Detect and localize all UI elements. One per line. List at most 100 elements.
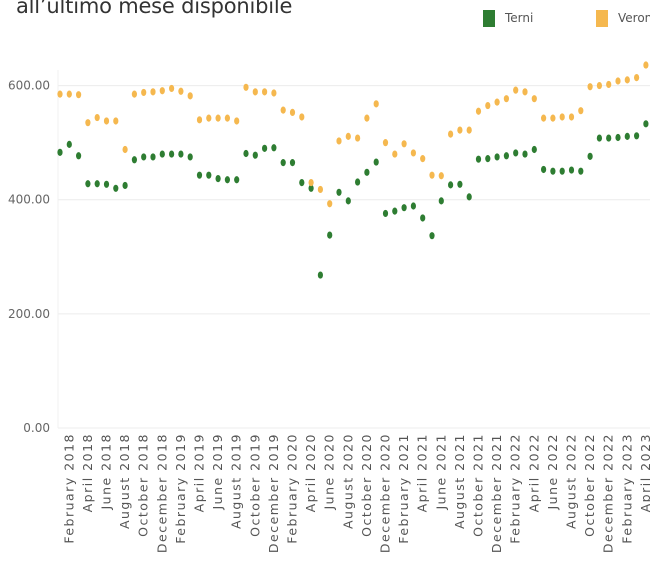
data-point-verona[interactable] bbox=[327, 200, 333, 208]
data-point-verona[interactable] bbox=[494, 98, 500, 106]
data-point-verona[interactable] bbox=[587, 83, 593, 91]
data-point-terni[interactable] bbox=[643, 120, 649, 128]
data-point-terni[interactable] bbox=[373, 158, 379, 166]
data-point-verona[interactable] bbox=[57, 90, 63, 98]
data-point-verona[interactable] bbox=[410, 149, 416, 157]
data-point-verona[interactable] bbox=[345, 132, 351, 140]
data-point-verona[interactable] bbox=[420, 155, 426, 163]
data-point-verona[interactable] bbox=[215, 114, 221, 122]
data-point-verona[interactable] bbox=[280, 106, 286, 114]
legend-item-verona[interactable]: Verona bbox=[596, 8, 650, 28]
data-point-terni[interactable] bbox=[336, 188, 342, 196]
data-point-verona[interactable] bbox=[252, 88, 258, 96]
data-point-verona[interactable] bbox=[131, 90, 137, 98]
data-point-terni[interactable] bbox=[568, 166, 575, 174]
data-point-terni[interactable] bbox=[531, 145, 537, 154]
data-point-verona[interactable] bbox=[643, 61, 649, 69]
data-point-verona[interactable] bbox=[531, 95, 537, 103]
data-point-terni[interactable] bbox=[94, 180, 100, 188]
legend-item-terni[interactable]: Terni bbox=[483, 8, 533, 28]
data-point-verona[interactable] bbox=[457, 126, 463, 134]
data-point-verona[interactable] bbox=[76, 91, 82, 99]
data-point-verona[interactable] bbox=[66, 90, 72, 98]
data-point-verona[interactable] bbox=[336, 137, 342, 145]
data-point-terni[interactable] bbox=[615, 133, 621, 142]
data-point-terni[interactable] bbox=[206, 171, 212, 179]
data-point-verona[interactable] bbox=[513, 86, 519, 94]
data-point-verona[interactable] bbox=[94, 113, 100, 122]
data-point-terni[interactable] bbox=[475, 155, 482, 163]
data-point-terni[interactable] bbox=[466, 193, 472, 201]
data-point-terni[interactable] bbox=[150, 153, 156, 161]
data-point-verona[interactable] bbox=[159, 87, 165, 95]
data-point-verona[interactable] bbox=[438, 172, 444, 180]
data-point-terni[interactable] bbox=[76, 152, 82, 160]
data-point-verona[interactable] bbox=[85, 119, 91, 127]
data-point-verona[interactable] bbox=[596, 81, 603, 90]
data-point-terni[interactable] bbox=[234, 176, 240, 184]
data-point-terni[interactable] bbox=[141, 153, 147, 161]
data-point-verona[interactable] bbox=[289, 108, 296, 117]
data-point-terni[interactable] bbox=[624, 132, 630, 140]
data-point-verona[interactable] bbox=[103, 117, 110, 125]
data-point-terni[interactable] bbox=[382, 209, 389, 218]
data-point-terni[interactable] bbox=[317, 271, 323, 279]
data-point-verona[interactable] bbox=[262, 88, 268, 96]
data-point-verona[interactable] bbox=[541, 114, 547, 122]
data-point-terni[interactable] bbox=[429, 232, 435, 240]
data-point-terni[interactable] bbox=[606, 134, 612, 142]
data-point-terni[interactable] bbox=[438, 197, 444, 205]
data-point-verona[interactable] bbox=[364, 114, 370, 122]
data-point-verona[interactable] bbox=[503, 95, 509, 103]
data-point-verona[interactable] bbox=[224, 114, 230, 122]
data-point-terni[interactable] bbox=[503, 152, 509, 160]
data-point-terni[interactable] bbox=[159, 150, 165, 158]
data-point-terni[interactable] bbox=[634, 132, 640, 140]
data-point-verona[interactable] bbox=[615, 77, 621, 85]
data-point-verona[interactable] bbox=[141, 88, 147, 97]
data-point-verona[interactable] bbox=[485, 101, 491, 110]
data-point-verona[interactable] bbox=[578, 107, 584, 115]
data-point-terni[interactable] bbox=[345, 197, 351, 205]
data-point-terni[interactable] bbox=[308, 184, 314, 192]
data-point-verona[interactable] bbox=[568, 113, 575, 121]
data-point-terni[interactable] bbox=[289, 159, 296, 167]
data-point-verona[interactable] bbox=[392, 150, 398, 158]
data-point-verona[interactable] bbox=[559, 113, 565, 121]
data-point-verona[interactable] bbox=[624, 76, 630, 84]
data-point-terni[interactable] bbox=[578, 167, 584, 175]
data-point-verona[interactable] bbox=[373, 100, 379, 108]
data-point-verona[interactable] bbox=[634, 73, 640, 82]
data-point-terni[interactable] bbox=[243, 149, 249, 158]
data-point-terni[interactable] bbox=[169, 150, 175, 158]
data-point-verona[interactable] bbox=[122, 145, 128, 154]
data-point-terni[interactable] bbox=[215, 175, 221, 183]
data-point-verona[interactable] bbox=[355, 134, 361, 142]
data-point-terni[interactable] bbox=[224, 176, 230, 184]
data-point-verona[interactable] bbox=[522, 88, 528, 96]
data-point-terni[interactable] bbox=[494, 153, 500, 161]
data-point-terni[interactable] bbox=[401, 204, 407, 212]
data-point-verona[interactable] bbox=[475, 107, 482, 115]
data-point-verona[interactable] bbox=[429, 171, 435, 179]
data-point-terni[interactable] bbox=[410, 202, 416, 210]
data-point-terni[interactable] bbox=[280, 159, 286, 167]
data-point-terni[interactable] bbox=[522, 150, 528, 158]
data-point-terni[interactable] bbox=[587, 152, 593, 160]
data-point-terni[interactable] bbox=[541, 165, 547, 174]
data-point-verona[interactable] bbox=[382, 139, 389, 147]
data-point-verona[interactable] bbox=[308, 178, 314, 187]
data-point-verona[interactable] bbox=[243, 83, 249, 91]
data-point-terni[interactable] bbox=[196, 171, 203, 179]
data-point-terni[interactable] bbox=[448, 181, 454, 189]
data-point-terni[interactable] bbox=[299, 178, 305, 187]
data-point-terni[interactable] bbox=[262, 144, 268, 152]
data-point-terni[interactable] bbox=[131, 156, 137, 164]
data-point-verona[interactable] bbox=[150, 88, 156, 96]
data-point-terni[interactable] bbox=[327, 231, 333, 239]
data-point-verona[interactable] bbox=[187, 92, 193, 100]
data-point-terni[interactable] bbox=[559, 167, 565, 175]
data-point-terni[interactable] bbox=[364, 168, 370, 176]
data-point-terni[interactable] bbox=[103, 180, 110, 188]
data-point-terni[interactable] bbox=[457, 180, 463, 188]
